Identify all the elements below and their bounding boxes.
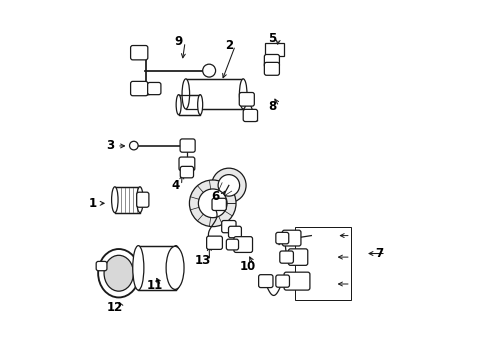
- Ellipse shape: [137, 187, 143, 213]
- FancyBboxPatch shape: [226, 239, 239, 250]
- Circle shape: [212, 168, 246, 203]
- FancyBboxPatch shape: [280, 251, 294, 263]
- FancyBboxPatch shape: [228, 226, 242, 238]
- FancyBboxPatch shape: [259, 275, 273, 288]
- Text: 1: 1: [89, 197, 97, 210]
- Circle shape: [198, 189, 227, 218]
- Text: 9: 9: [174, 35, 183, 49]
- FancyBboxPatch shape: [243, 109, 258, 122]
- FancyBboxPatch shape: [276, 275, 290, 287]
- FancyBboxPatch shape: [96, 261, 107, 271]
- Bar: [295, 226, 351, 300]
- FancyBboxPatch shape: [276, 232, 289, 244]
- FancyBboxPatch shape: [179, 157, 195, 171]
- Text: 12: 12: [107, 301, 123, 314]
- Text: 3: 3: [106, 139, 115, 152]
- Circle shape: [190, 180, 236, 226]
- FancyBboxPatch shape: [131, 45, 148, 60]
- Text: 11: 11: [147, 279, 163, 292]
- Bar: [186, 79, 243, 109]
- Text: 2: 2: [225, 39, 233, 52]
- Ellipse shape: [176, 95, 181, 115]
- Bar: [138, 246, 176, 290]
- Ellipse shape: [171, 246, 181, 290]
- FancyBboxPatch shape: [221, 221, 236, 233]
- FancyBboxPatch shape: [265, 62, 279, 75]
- FancyBboxPatch shape: [212, 198, 226, 211]
- Ellipse shape: [166, 246, 184, 289]
- FancyBboxPatch shape: [137, 192, 149, 207]
- Text: 10: 10: [240, 260, 256, 273]
- FancyBboxPatch shape: [180, 166, 194, 178]
- FancyBboxPatch shape: [265, 54, 279, 67]
- FancyBboxPatch shape: [131, 81, 148, 96]
- Ellipse shape: [240, 79, 247, 109]
- Text: 4: 4: [171, 179, 179, 192]
- Ellipse shape: [133, 246, 144, 290]
- Ellipse shape: [104, 255, 133, 291]
- FancyBboxPatch shape: [284, 272, 310, 290]
- FancyBboxPatch shape: [234, 237, 252, 252]
- FancyBboxPatch shape: [239, 93, 254, 106]
- Ellipse shape: [182, 79, 190, 109]
- Text: 8: 8: [269, 100, 277, 113]
- FancyBboxPatch shape: [282, 230, 301, 246]
- FancyBboxPatch shape: [180, 139, 195, 152]
- Bar: [265, 42, 285, 56]
- Circle shape: [203, 64, 216, 77]
- Text: 7: 7: [375, 247, 384, 260]
- FancyBboxPatch shape: [207, 236, 222, 249]
- Circle shape: [129, 141, 138, 150]
- Text: 5: 5: [268, 32, 276, 45]
- Bar: [115, 187, 140, 213]
- Bar: [179, 95, 200, 115]
- Text: 6: 6: [212, 190, 220, 203]
- Text: 13: 13: [195, 254, 211, 267]
- Ellipse shape: [112, 187, 118, 213]
- Ellipse shape: [98, 249, 139, 297]
- FancyBboxPatch shape: [289, 249, 308, 265]
- Circle shape: [218, 175, 240, 196]
- FancyBboxPatch shape: [147, 82, 161, 95]
- Ellipse shape: [197, 95, 203, 115]
